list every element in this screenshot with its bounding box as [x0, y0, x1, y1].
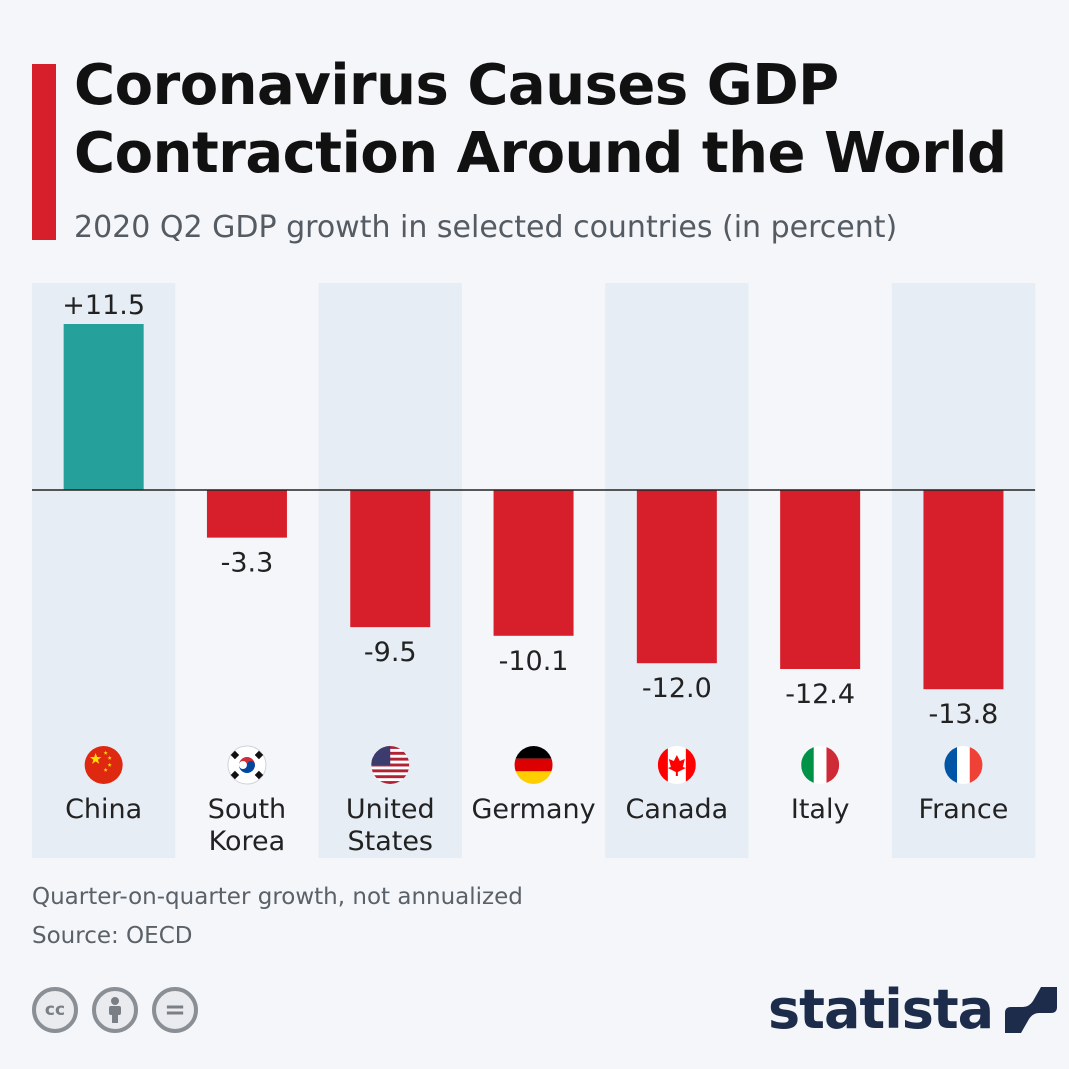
statista-wordmark: statista — [768, 978, 994, 1041]
chart-title: Coronavirus Causes GDP Contraction Aroun… — [74, 53, 1007, 186]
category-label: Korea — [209, 826, 286, 857]
no-derivatives-icon[interactable]: = — [152, 987, 198, 1033]
data-label: -12.0 — [642, 673, 712, 704]
data-label: -10.1 — [499, 646, 569, 677]
south-korea-flag-icon — [227, 745, 267, 785]
data-label: +11.5 — [62, 290, 145, 321]
bar-chart: +11.5 -3.3 -9.5 -10.1 -12.0 -12.4 -13.8 China So… — [32, 283, 1036, 858]
united-states-flag-icon — [371, 746, 410, 784]
bar — [780, 490, 861, 669]
category-label: States — [347, 826, 433, 857]
category-label: France — [919, 794, 1009, 825]
category-label: Italy — [791, 794, 850, 825]
bar — [493, 490, 574, 636]
canada-flag-icon — [657, 746, 696, 784]
footnote-source: Source: OECD — [32, 923, 193, 949]
data-label: -13.8 — [929, 699, 999, 730]
license-icons: cc = — [32, 987, 198, 1033]
title-accent-bar — [32, 64, 56, 240]
germany-flag-icon — [514, 746, 553, 784]
category-label: China — [65, 794, 142, 825]
footnote-note: Quarter-on-quarter growth, not annualize… — [32, 884, 523, 910]
data-label: -3.3 — [221, 548, 274, 579]
france-flag-icon — [944, 746, 983, 784]
cc-icon[interactable]: cc — [32, 987, 78, 1033]
category-label: South — [208, 794, 286, 825]
data-label: -12.4 — [785, 679, 855, 710]
statista-logo[interactable]: statista — [768, 978, 1059, 1042]
china-flag-icon — [84, 746, 123, 784]
data-label: -9.5 — [364, 637, 417, 668]
bar — [63, 324, 144, 490]
category-label: Germany — [471, 794, 595, 825]
category-label: Canada — [625, 794, 728, 825]
statista-logo-icon — [1005, 987, 1058, 1033]
chart-subtitle: 2020 Q2 GDP growth in selected countries… — [74, 210, 898, 245]
bar — [923, 490, 1004, 690]
category-label: United — [346, 794, 435, 825]
attribution-icon[interactable] — [92, 987, 138, 1033]
italy-flag-icon — [801, 746, 840, 784]
bar — [350, 490, 431, 628]
bar — [206, 490, 287, 538]
bar — [636, 490, 717, 664]
